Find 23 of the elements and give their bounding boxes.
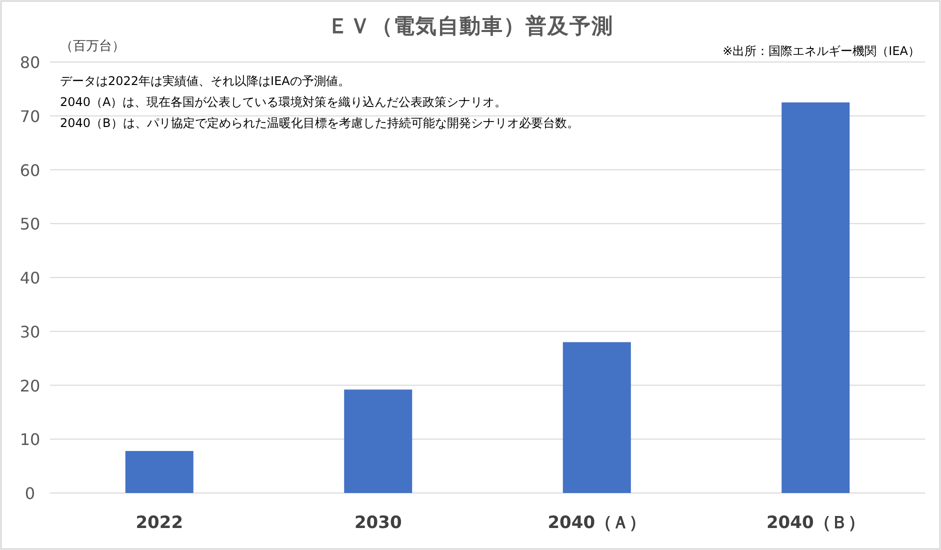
y-tick-label: 20	[20, 376, 40, 396]
chart-title: ＥＶ（電気自動車）普及予測	[328, 14, 614, 38]
annotation: データは2022年は実績値、それ以降はIEAの予測値。	[60, 74, 350, 88]
y-tick-label: 70	[20, 106, 40, 126]
y-tick-label: 80	[20, 53, 40, 72]
text: ※出所：国際エネルギー機関（IEA）	[722, 44, 920, 58]
y-tick-label: 10	[20, 430, 40, 450]
y-tick-label: 50	[20, 214, 40, 234]
x-tick-label: 2022	[136, 513, 184, 533]
bar	[782, 102, 850, 493]
y-tick-label: 0	[24, 484, 36, 503]
y-tick-label: 30	[20, 322, 40, 342]
y-tick-label: 40	[20, 268, 40, 288]
y-tick-label: 60	[20, 160, 40, 180]
x-tick-label: 2040（Ｂ）	[766, 513, 865, 533]
y-axis-title: （百万台）	[60, 39, 125, 54]
bar	[562, 342, 631, 493]
bar	[125, 450, 194, 493]
annotation: 2040（A）は、現在各国が公表している環境対策を織り込んだ公表政策シナリオ。	[60, 95, 507, 109]
bar	[344, 390, 412, 493]
x-tick-label: 2040（Ａ）	[548, 513, 646, 533]
x-tick-label: 2030	[354, 513, 402, 533]
annotation: 2040（B）は、パリ協定で定められた温暖化目標を考慮した持続可能な開発シナリオ必要台数。	[60, 116, 579, 130]
